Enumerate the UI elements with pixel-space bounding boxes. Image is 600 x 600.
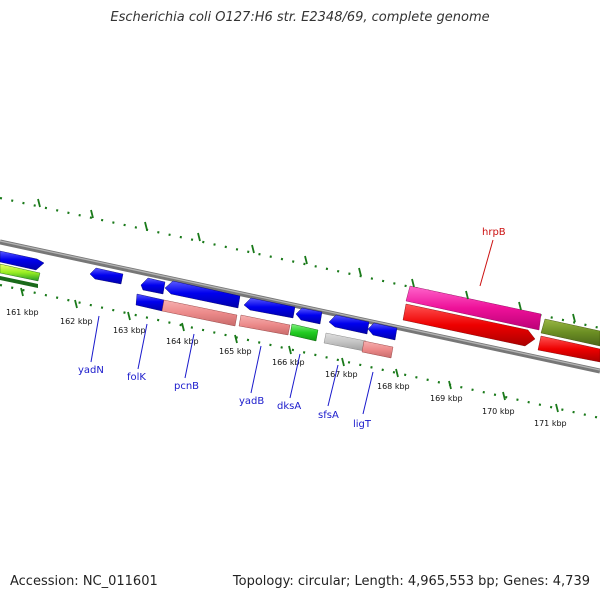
gene-arrow [402, 303, 536, 347]
gene-arrow [405, 285, 542, 331]
scale-label: 165 kbp [219, 347, 252, 356]
gene-arrow [328, 314, 370, 335]
scale-label: 167 kbp [325, 370, 358, 379]
gene-arrow [295, 307, 323, 325]
gene-arrow [323, 332, 367, 352]
gene-label-folK: folK [127, 372, 146, 383]
scale-labels: 161 kbp 162 kbp 163 kbp 164 kbp 165 kbp … [6, 308, 567, 428]
gene-arrow [243, 297, 296, 319]
label-leader-lines [90, 315, 374, 415]
scale-label: 171 kbp [534, 419, 567, 428]
gene-arrow [367, 322, 398, 341]
scale-label: 161 kbp [6, 308, 39, 317]
gene-arrow [540, 318, 600, 347]
gene-label-dksA: dksA [277, 401, 301, 412]
scale-label: 169 kbp [430, 394, 463, 403]
forward-strand-features [0, 250, 600, 363]
backbone-highlight [0, 240, 600, 371]
genome-summary-text: Topology: circular; Length: 4,965,553 bp… [232, 574, 590, 589]
gene-arrow [0, 263, 41, 282]
scale-label: 164 kbp [166, 337, 199, 346]
gene-label-yadN: yadN [78, 365, 104, 376]
inner-major-ticks [20, 287, 559, 413]
gene-arrow [89, 267, 124, 285]
accession-text: Accession: NC_011601 [10, 574, 158, 589]
hrpB-leader-line [479, 239, 494, 287]
outer-major-ticks [37, 198, 576, 323]
gene-arrow [161, 299, 238, 327]
backbone-line [0, 239, 600, 374]
gene-arrow [289, 323, 319, 342]
scale-label: 163 kbp [113, 326, 146, 335]
reverse-strand-features [89, 267, 398, 359]
gene-arrow [135, 293, 165, 312]
gene-arrow [537, 335, 600, 363]
gene-arrow [238, 314, 291, 336]
map-title: Escherichia coli O127:H6 str. E2348/69, … [110, 10, 490, 25]
scale-label: 168 kbp [377, 382, 410, 391]
gene-arrow [140, 277, 166, 295]
gene-label-hrpB: hrpB [482, 227, 506, 238]
gene-label-yadB: yadB [239, 396, 264, 407]
gene-label-sfsA: sfsA [318, 410, 339, 421]
scale-label: 170 kbp [482, 407, 515, 416]
gene-labels: yadN folK pcnB yadB dksA sfsA ligT hrpB [78, 227, 506, 430]
gene-arrow [361, 340, 394, 359]
gene-label-ligT: ligT [353, 419, 372, 430]
gene-arrow [0, 276, 38, 288]
gene-label-pcnB: pcnB [174, 381, 199, 392]
scale-label: 162 kbp [60, 317, 93, 326]
scale-label: 166 kbp [272, 358, 305, 367]
gene-arrow [0, 250, 45, 271]
gene-arrow [164, 280, 241, 309]
